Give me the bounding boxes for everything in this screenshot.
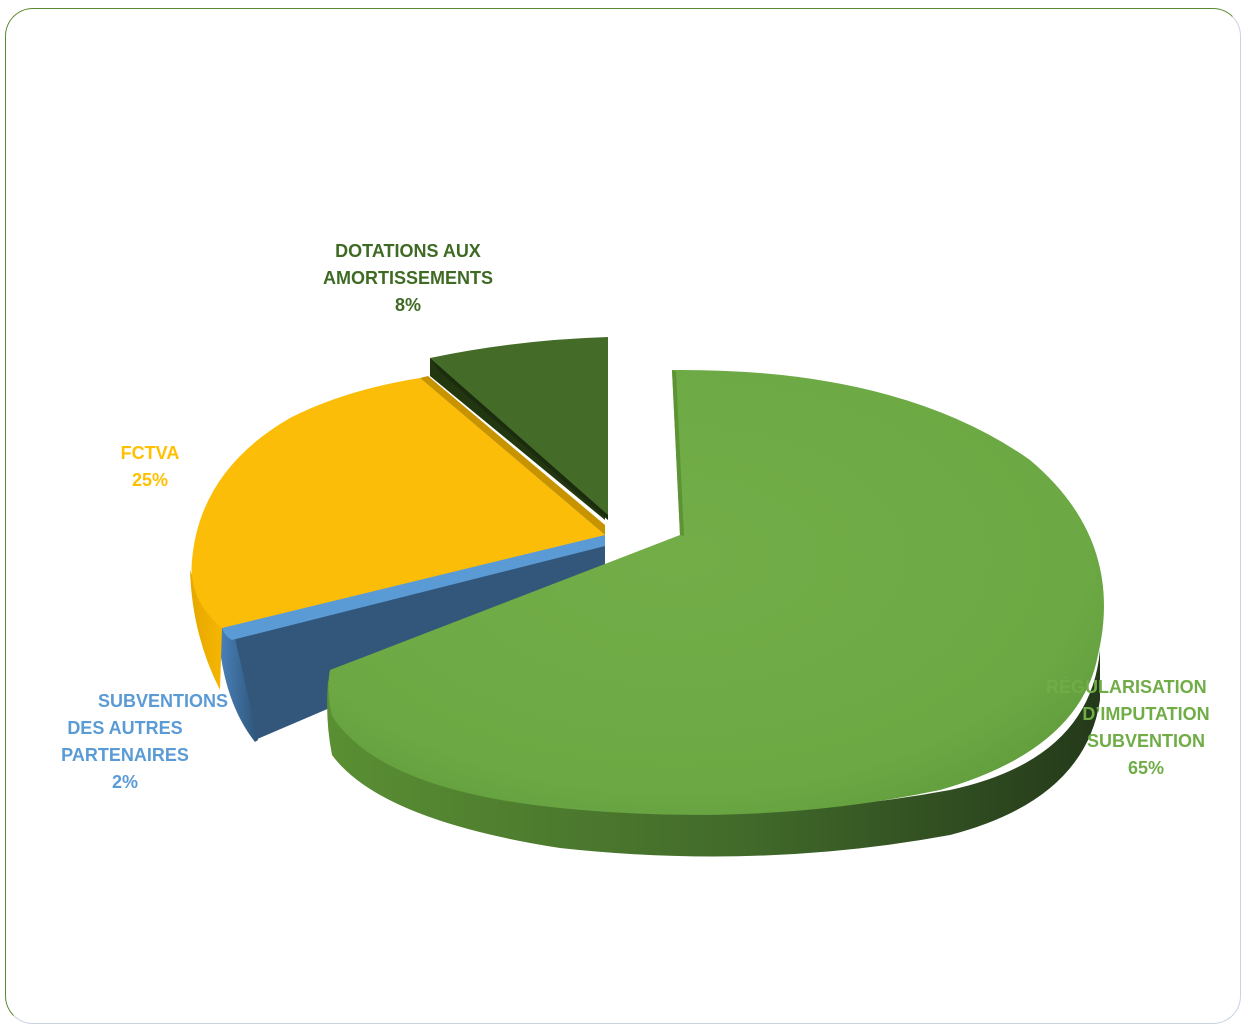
label-dotations-line1: DOTATIONS AUX [335, 241, 481, 261]
label-regularisation-value: 65% [1127, 758, 1165, 778]
slice-fctva [190, 376, 605, 690]
label-subventions-line1: SUBVENTIONS [97, 691, 229, 711]
label-dotations: DOTATIONS AUX AMORTISSEMENTS 8% [288, 238, 528, 319]
label-regularisation-line1: RÉGULARISATION [1046, 677, 1207, 697]
label-regularisation-line2: D’IMPUTATION [1082, 704, 1210, 724]
label-subventions-value: 2% [111, 772, 138, 792]
label-regularisation: RÉGULARISATION D’IMPUTATION SUBVENTION 6… [1046, 674, 1242, 782]
label-fctva-value: 25% [131, 470, 169, 490]
label-subventions: SUBVENTIONS DES AUTRES PARTENAIRES 2% [40, 688, 228, 796]
label-regularisation-line3: SUBVENTION [1086, 731, 1205, 751]
label-dotations-value: 8% [394, 295, 421, 315]
label-fctva-line1: FCTVA [120, 443, 180, 463]
label-dotations-line2: AMORTISSEMENTS [322, 268, 493, 288]
slice-dotations [430, 337, 608, 520]
slice-regularisation [327, 369, 1104, 857]
label-subventions-line2: DES AUTRES [67, 718, 183, 738]
label-fctva: FCTVA 25% [100, 440, 200, 494]
label-subventions-line3: PARTENAIRES [61, 745, 189, 765]
